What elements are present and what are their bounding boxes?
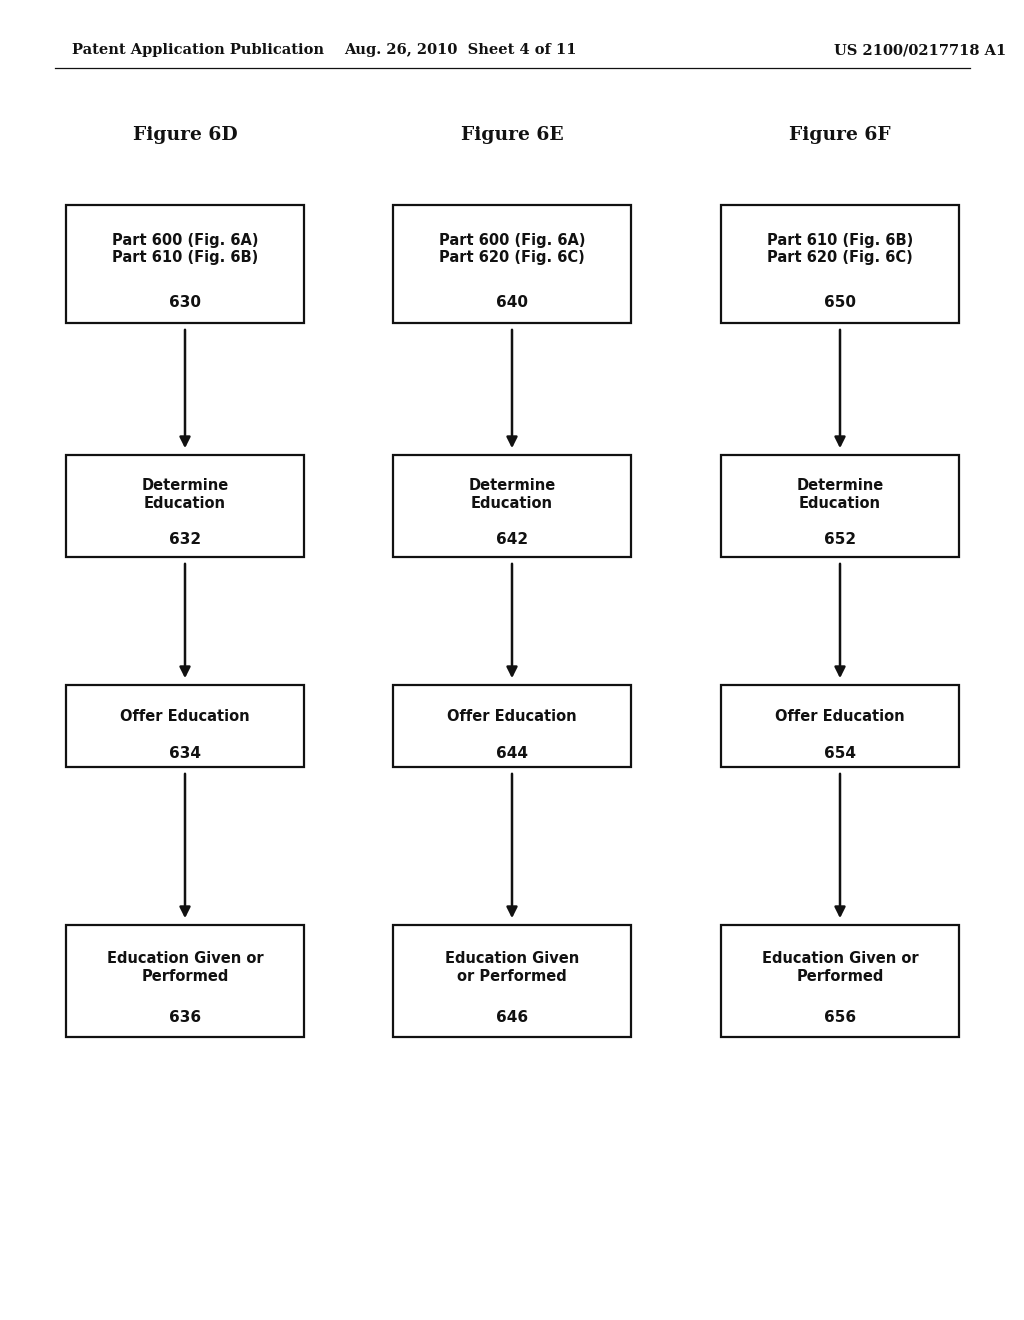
Text: 646: 646 — [496, 1011, 528, 1026]
FancyBboxPatch shape — [66, 925, 304, 1038]
Text: Part 600 (Fig. 6A): Part 600 (Fig. 6A) — [112, 232, 258, 248]
FancyBboxPatch shape — [66, 685, 304, 767]
Text: Part 610 (Fig. 6B): Part 610 (Fig. 6B) — [767, 232, 913, 248]
Text: 636: 636 — [169, 1011, 201, 1026]
FancyBboxPatch shape — [393, 925, 631, 1038]
Text: Offer Education: Offer Education — [120, 709, 250, 723]
Text: Performed: Performed — [797, 969, 884, 983]
Text: Education: Education — [144, 495, 226, 511]
FancyBboxPatch shape — [393, 205, 631, 323]
Text: Determine: Determine — [797, 478, 884, 494]
Text: Determine: Determine — [468, 478, 556, 494]
Text: Education: Education — [799, 495, 881, 511]
Text: Education Given or: Education Given or — [106, 952, 263, 966]
Text: Aug. 26, 2010  Sheet 4 of 11: Aug. 26, 2010 Sheet 4 of 11 — [344, 44, 577, 57]
Text: Patent Application Publication: Patent Application Publication — [72, 44, 324, 57]
Text: 650: 650 — [824, 296, 856, 310]
Text: Education Given: Education Given — [444, 952, 580, 966]
Text: 656: 656 — [824, 1011, 856, 1026]
FancyBboxPatch shape — [393, 455, 631, 557]
Text: Education: Education — [471, 495, 553, 511]
Text: Part 620 (Fig. 6C): Part 620 (Fig. 6C) — [767, 251, 912, 265]
Text: Offer Education: Offer Education — [775, 709, 905, 723]
Text: US 2100/0217718 A1: US 2100/0217718 A1 — [834, 44, 1007, 57]
Text: Figure 6E: Figure 6E — [461, 125, 563, 144]
FancyBboxPatch shape — [66, 205, 304, 323]
Text: 632: 632 — [169, 532, 201, 548]
Text: 630: 630 — [169, 296, 201, 310]
Text: Figure 6F: Figure 6F — [790, 125, 891, 144]
Text: 642: 642 — [496, 532, 528, 548]
Text: Part 600 (Fig. 6A): Part 600 (Fig. 6A) — [438, 232, 586, 248]
FancyBboxPatch shape — [721, 205, 959, 323]
Text: Education Given or: Education Given or — [762, 952, 919, 966]
Text: 640: 640 — [496, 296, 528, 310]
Text: 652: 652 — [824, 532, 856, 548]
FancyBboxPatch shape — [393, 685, 631, 767]
Text: 654: 654 — [824, 746, 856, 760]
FancyBboxPatch shape — [66, 455, 304, 557]
Text: Performed: Performed — [141, 969, 228, 983]
Text: 644: 644 — [496, 746, 528, 760]
Text: Figure 6D: Figure 6D — [133, 125, 238, 144]
Text: Determine: Determine — [141, 478, 228, 494]
FancyBboxPatch shape — [721, 455, 959, 557]
Text: 634: 634 — [169, 746, 201, 760]
FancyBboxPatch shape — [721, 685, 959, 767]
Text: Part 610 (Fig. 6B): Part 610 (Fig. 6B) — [112, 251, 258, 265]
Text: Part 620 (Fig. 6C): Part 620 (Fig. 6C) — [439, 251, 585, 265]
Text: Offer Education: Offer Education — [447, 709, 577, 723]
Text: or Performed: or Performed — [457, 969, 567, 983]
FancyBboxPatch shape — [721, 925, 959, 1038]
